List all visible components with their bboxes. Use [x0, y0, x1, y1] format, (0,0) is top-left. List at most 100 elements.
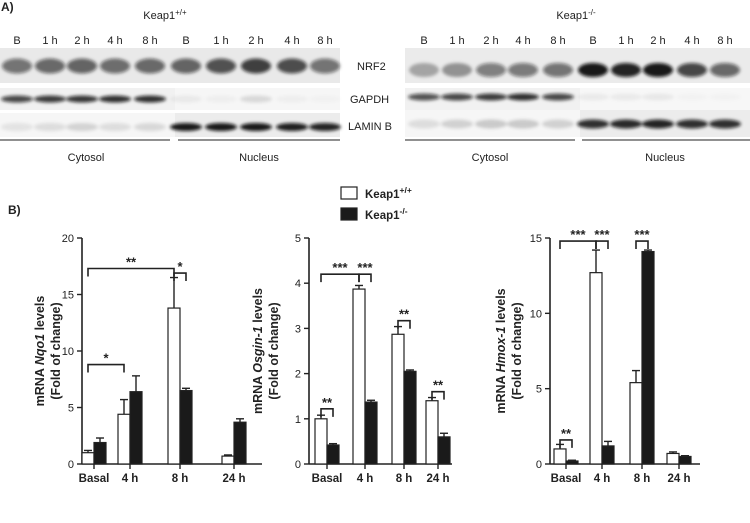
lane-label-right-3: 4 h	[515, 35, 530, 47]
legend-swatch-knockout	[340, 207, 358, 221]
significance-bracket	[431, 390, 445, 400]
band-left-gapdh-5	[170, 95, 202, 103]
significance-bracket	[635, 240, 649, 250]
y-tick-label: 20	[62, 233, 74, 245]
bar-knockout-1	[601, 445, 615, 465]
chart-nqo1: 0 5 10 15 20 Basal 4 h 8 h 24 h mRNA Nqo1 levels(…	[33, 233, 262, 485]
band-left-gapdh-0	[1, 95, 33, 103]
y-tick-label: 5	[295, 233, 301, 245]
band-left-laminb-3	[99, 123, 131, 131]
significance-label: ***	[594, 227, 610, 242]
legend-label-wildtype: Keap1+/+	[365, 185, 412, 201]
x-tick-label: 24 h	[667, 473, 690, 485]
y-axis-label: mRNA Osgin-1 levels (Fold of change)	[251, 288, 281, 414]
band-left-nrf2-9	[310, 58, 340, 74]
bar-knockout-0	[93, 441, 107, 465]
y-tick-label: 0	[295, 459, 301, 471]
x-tick-label: Basal	[551, 473, 582, 485]
significance-bracket	[397, 319, 411, 329]
band-right-gapdh-6	[610, 93, 642, 101]
significance-bracket	[559, 240, 597, 250]
lane-label-left-7: 2 h	[248, 35, 263, 47]
bar-knockout-3	[233, 421, 247, 465]
lane-label-left-9: 8 h	[317, 35, 332, 47]
bar-knockout-2	[403, 370, 417, 465]
bar-wildtype-3	[221, 455, 235, 465]
y-tick-label: 0	[536, 459, 542, 471]
lane-label-left-6: 1 h	[213, 35, 228, 47]
bar-knockout-1	[129, 391, 143, 465]
y-tick-label: 15	[62, 290, 74, 302]
band-right-laminb-9	[709, 119, 741, 129]
bar-wildtype-3	[666, 452, 680, 465]
band-left-laminb-6	[205, 123, 237, 131]
significance-label: ***	[357, 260, 373, 275]
lane-label-right-4: 8 h	[550, 35, 565, 47]
x-tick-label: 24 h	[222, 473, 245, 485]
label-left-nucleus: Nucleus	[239, 152, 279, 164]
bar-knockout-3	[678, 455, 692, 465]
band-right-laminb-2	[475, 119, 507, 129]
lane-label-right-8: 4 h	[684, 35, 699, 47]
band-right-laminb-0	[408, 119, 440, 129]
band-left-laminb-8	[276, 123, 308, 131]
y-tick-label: 5	[536, 384, 542, 396]
band-left-nrf2-8	[277, 58, 307, 74]
x-tick-label: 4 h	[594, 473, 611, 485]
lane-label-left-3: 4 h	[107, 35, 122, 47]
band-left-gapdh-2	[66, 95, 98, 103]
band-left-gapdh-4	[134, 95, 166, 103]
protein-label-nrf2: NRF2	[357, 61, 386, 73]
x-tick-label: 8 h	[396, 473, 413, 485]
band-left-nrf2-1	[35, 58, 65, 74]
significance-label: ***	[570, 227, 586, 242]
legend-label-knockout: Keap1-/-	[365, 206, 408, 222]
band-right-gapdh-0	[408, 93, 440, 101]
y-tick-label: 5	[68, 403, 74, 415]
band-right-laminb-8	[676, 119, 708, 129]
significance-label: **	[399, 307, 410, 322]
bar-wildtype-2	[629, 382, 643, 465]
significance-label: **	[433, 378, 444, 393]
band-right-nrf2-5	[578, 63, 608, 77]
band-left-nrf2-3	[100, 58, 130, 74]
significance-label: *	[177, 259, 183, 274]
band-right-nrf2-9	[710, 63, 740, 77]
bar-knockout-0	[326, 444, 340, 465]
band-left-gapdh-3	[99, 95, 131, 103]
bar-wildtype-2	[391, 333, 405, 465]
bar-knockout-3	[437, 436, 451, 465]
band-left-nrf2-4	[135, 58, 165, 74]
significance-label: **	[126, 255, 137, 270]
x-tick-label: 24 h	[426, 473, 449, 485]
legend-swatch-wildtype	[340, 186, 358, 200]
significance-label: ***	[634, 227, 650, 242]
protein-label-laminb: LAMIN B	[348, 121, 392, 133]
lane-label-left-1: 1 h	[42, 35, 57, 47]
lane-label-right-5: B	[589, 35, 596, 47]
lane-label-left-0: B	[13, 35, 20, 47]
blot-right-genotype: Keap1-/-	[556, 8, 596, 22]
chart-osgin1: 0 1 2 3 4 5 Basal 4 h 8 h 24 h mRNA Osgin-1 levels…	[251, 233, 452, 485]
band-right-nrf2-4	[543, 63, 573, 77]
x-tick-label: 4 h	[357, 473, 374, 485]
y-axis-label: mRNA Hmox-1 levels (Fold of change)	[494, 288, 524, 413]
band-left-laminb-5	[170, 123, 202, 131]
band-left-gapdh-8	[276, 96, 308, 103]
significance-bracket	[358, 273, 372, 283]
significance-bracket	[320, 273, 360, 283]
y-tick-label: 4	[295, 278, 301, 290]
significance-bracket	[559, 439, 573, 448]
band-left-laminb-2	[66, 123, 98, 131]
lane-label-right-0: B	[420, 35, 427, 47]
band-right-nrf2-1	[442, 63, 472, 77]
y-tick-label: 0	[68, 459, 74, 471]
band-right-gapdh-8	[676, 94, 708, 101]
band-right-nrf2-3	[508, 63, 538, 77]
band-right-laminb-4	[542, 119, 574, 129]
band-right-nrf2-2	[476, 63, 506, 77]
band-left-nrf2-2	[67, 58, 97, 74]
band-right-gapdh-2	[475, 93, 507, 101]
lane-label-right-7: 2 h	[650, 35, 665, 47]
